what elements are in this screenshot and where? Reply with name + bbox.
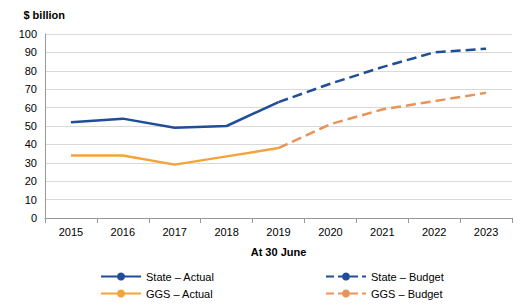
svg-text:0: 0 (31, 212, 37, 224)
svg-text:$ billion: $ billion (23, 9, 65, 21)
svg-text:2018: 2018 (214, 226, 238, 238)
svg-text:2017: 2017 (162, 226, 186, 238)
svg-text:2019: 2019 (266, 226, 290, 238)
svg-text:100: 100 (19, 28, 37, 40)
svg-text:2021: 2021 (370, 226, 394, 238)
svg-text:10: 10 (25, 194, 37, 206)
svg-text:GGS – Budget: GGS – Budget (371, 288, 443, 300)
svg-text:At 30 June: At 30 June (251, 246, 307, 258)
svg-text:2015: 2015 (59, 226, 83, 238)
svg-text:2020: 2020 (318, 226, 342, 238)
svg-text:50: 50 (25, 120, 37, 132)
svg-text:30: 30 (25, 157, 37, 169)
svg-text:State – Budget: State – Budget (371, 271, 444, 283)
svg-text:2022: 2022 (422, 226, 446, 238)
svg-text:70: 70 (25, 83, 37, 95)
svg-text:40: 40 (25, 138, 37, 150)
svg-text:80: 80 (25, 65, 37, 77)
svg-text:State – Actual: State – Actual (146, 271, 214, 283)
svg-text:2016: 2016 (111, 226, 135, 238)
svg-text:2023: 2023 (474, 226, 498, 238)
svg-text:GGS – Actual: GGS – Actual (146, 288, 213, 300)
svg-text:60: 60 (25, 102, 37, 114)
svg-text:90: 90 (25, 46, 37, 58)
svg-text:20: 20 (25, 175, 37, 187)
